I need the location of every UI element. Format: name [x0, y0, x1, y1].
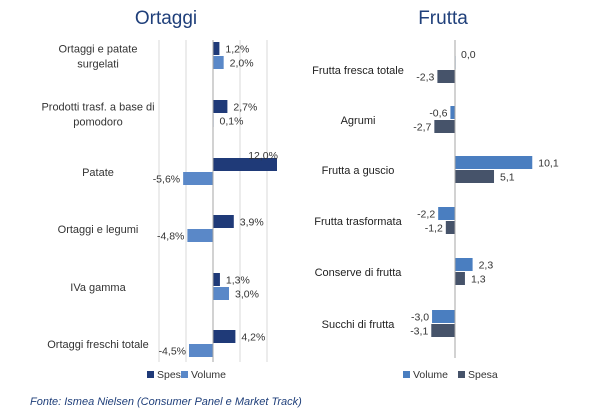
- data-label-ortaggi-volume-3: -4,8%: [157, 231, 184, 243]
- bar-ortaggi-volume-4: [213, 287, 229, 300]
- category-label-ortaggi-3: Ortaggi e legumi: [58, 224, 139, 236]
- bar-ortaggi-spesa-0: [213, 42, 220, 55]
- bar-frutta-volume-5: [432, 310, 455, 323]
- bar-ortaggi-volume-3: [187, 229, 213, 242]
- bar-ortaggi-spesa-3: [213, 215, 234, 228]
- category-label-ortaggi-0-line1: surgelati: [77, 59, 119, 71]
- data-label-frutta-spesa-1: -2,7: [413, 122, 431, 134]
- bar-ortaggi-spesa-4: [213, 273, 220, 286]
- category-label-ortaggi-5: Ortaggi freschi totale: [47, 339, 149, 351]
- data-label-ortaggi-volume-5: -4,5%: [159, 346, 186, 358]
- category-label-frutta-2: Frutta a guscio: [322, 165, 395, 177]
- bar-frutta-spesa-4: [455, 272, 465, 285]
- data-label-ortaggi-spesa-0: 1,2%: [225, 44, 249, 56]
- category-label-ortaggi-4: IVa gamma: [70, 282, 126, 294]
- bar-frutta-volume-1: [450, 106, 455, 119]
- data-label-frutta-spesa-4: 1,3: [471, 274, 486, 286]
- category-label-frutta-0: Frutta fresca totale: [312, 65, 404, 77]
- data-label-ortaggi-volume-1: 0,1%: [220, 116, 244, 128]
- category-label-frutta-4: Conserve di frutta: [315, 267, 403, 279]
- data-label-ortaggi-spesa-5: 4,2%: [241, 332, 265, 344]
- chart-title-frutta: Frutta: [418, 8, 468, 29]
- chart-title-ortaggi: Ortaggi: [135, 8, 197, 29]
- bar-frutta-spesa-0: [437, 70, 455, 83]
- category-label-ortaggi-1-line0: Prodotti trasf. a base di: [41, 102, 154, 114]
- category-label-frutta-1: Agrumi: [341, 115, 376, 127]
- data-label-ortaggi-volume-2: -5,6%: [153, 174, 180, 186]
- data-label-frutta-volume-3: -2,2: [417, 209, 435, 221]
- bar-frutta-volume-2: [455, 156, 533, 169]
- legend-swatch-frutta-volume: [403, 371, 410, 378]
- data-label-frutta-spesa-5: -3,1: [410, 326, 428, 338]
- data-label-frutta-volume-0: 0,0: [461, 49, 476, 61]
- bar-ortaggi-volume-2: [183, 172, 213, 185]
- category-label-ortaggi-0-line0: Ortaggi e patate: [59, 44, 138, 56]
- source-note: Fonte: Ismea Nielsen (Consumer Panel e M…: [30, 396, 302, 408]
- category-label-ortaggi-2: Patate: [82, 167, 114, 179]
- data-label-frutta-spesa-3: -1,2: [425, 223, 443, 235]
- data-label-frutta-spesa-2: 5,1: [500, 172, 515, 184]
- bar-frutta-spesa-2: [455, 170, 495, 183]
- bar-frutta-spesa-1: [434, 120, 455, 133]
- data-label-frutta-volume-1: -0,6: [429, 108, 447, 120]
- data-label-ortaggi-spesa-2: 12,0%: [248, 150, 278, 162]
- legend-swatch-ortaggi-volume: [181, 371, 188, 378]
- data-label-ortaggi-spesa-3: 3,9%: [240, 217, 264, 229]
- data-label-ortaggi-volume-0: 2,0%: [230, 58, 254, 70]
- bar-frutta-spesa-5: [431, 324, 455, 337]
- legend-label-ortaggi-spesa: Spesa: [157, 369, 187, 381]
- category-label-frutta-5: Succhi di frutta: [322, 319, 396, 331]
- legend-swatch-frutta-spesa: [458, 371, 465, 378]
- category-label-ortaggi-1-line1: pomodoro: [73, 117, 123, 129]
- legend-label-ortaggi-volume: Volume: [191, 369, 226, 381]
- bar-ortaggi-spesa-1: [213, 100, 228, 113]
- data-label-ortaggi-volume-4: 3,0%: [235, 289, 259, 301]
- bar-ortaggi-volume-0: [213, 56, 224, 69]
- data-label-ortaggi-spesa-1: 2,7%: [233, 102, 257, 114]
- data-label-frutta-volume-2: 10,1: [538, 158, 559, 170]
- legend-label-frutta-volume: Volume: [413, 369, 448, 381]
- legend-label-frutta-spesa: Spesa: [468, 369, 498, 381]
- bar-frutta-spesa-3: [445, 221, 455, 234]
- bar-ortaggi-spesa-2: [213, 158, 277, 171]
- data-label-frutta-spesa-0: -2,3: [416, 72, 434, 84]
- bar-ortaggi-spesa-5: [213, 330, 236, 343]
- category-label-frutta-3: Frutta trasformata: [314, 216, 402, 228]
- data-label-frutta-volume-4: 2,3: [479, 260, 494, 272]
- bar-frutta-volume-3: [438, 207, 455, 220]
- legend-swatch-ortaggi-spesa: [147, 371, 154, 378]
- data-label-frutta-volume-5: -3,0: [411, 312, 429, 324]
- bar-frutta-volume-4: [455, 258, 473, 271]
- data-label-ortaggi-spesa-4: 1,3%: [226, 275, 250, 287]
- bar-ortaggi-volume-5: [189, 344, 213, 357]
